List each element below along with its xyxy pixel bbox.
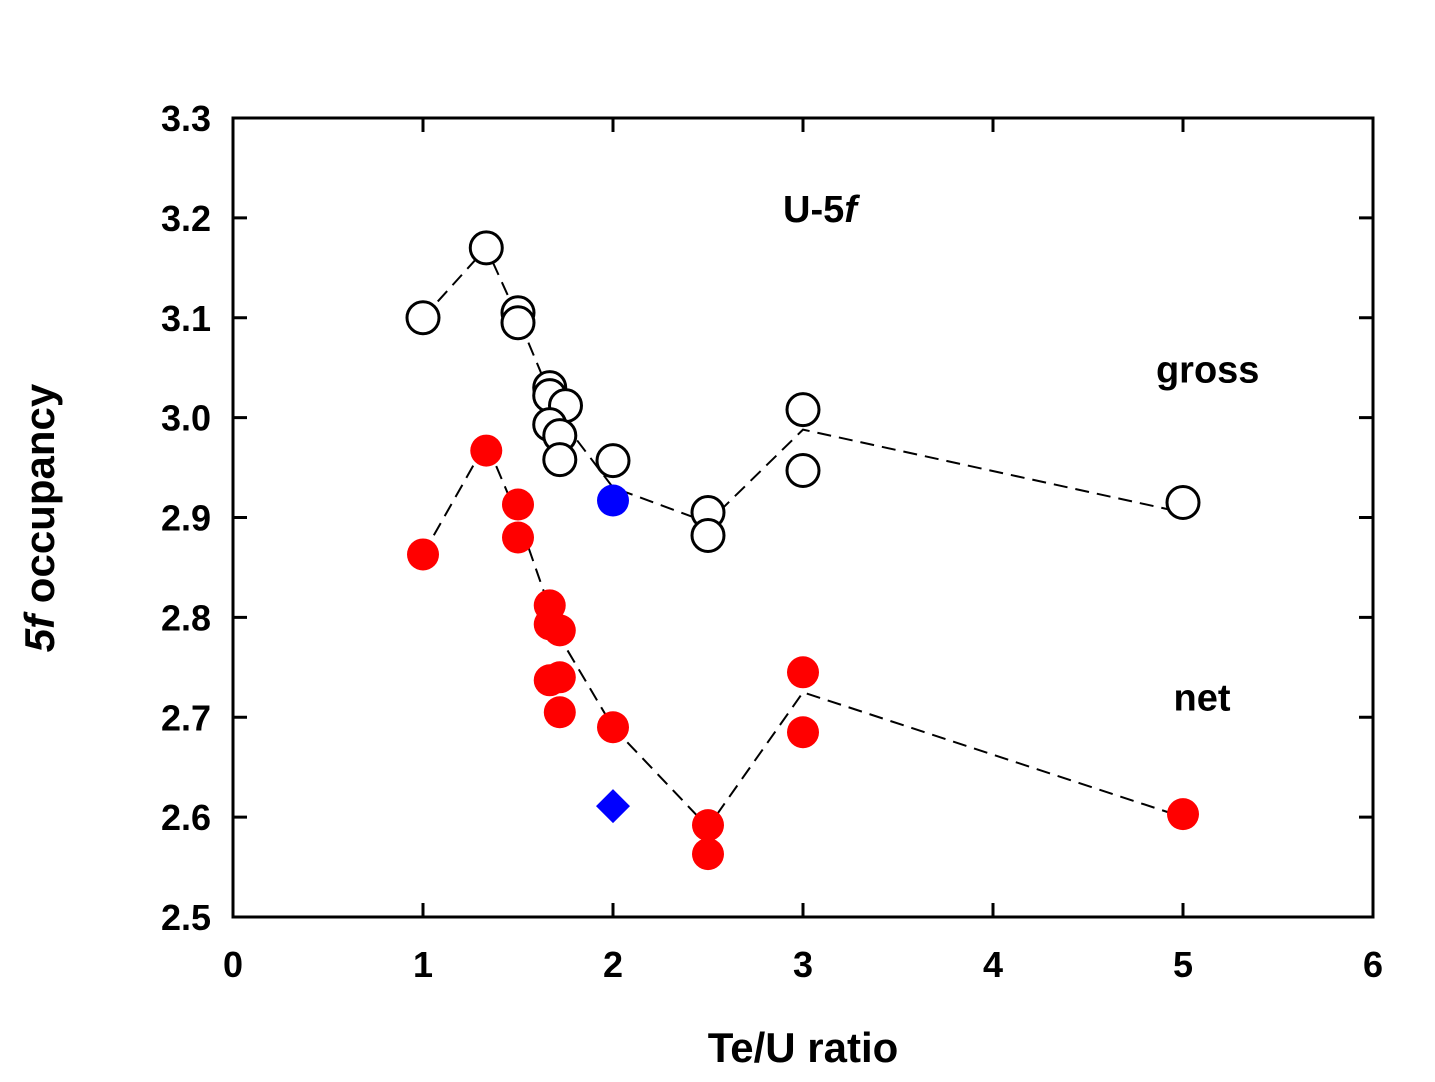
y-tick-label: 2.8 — [161, 597, 211, 638]
data-markers — [405, 230, 1201, 871]
net-point — [543, 614, 576, 647]
x-tick-label: 6 — [1363, 944, 1383, 985]
gross-point — [542, 442, 578, 478]
x-tick-label: 0 — [223, 944, 243, 985]
series-label-net: net — [1174, 677, 1231, 719]
net-point — [787, 656, 819, 689]
net-point — [787, 716, 819, 749]
net-point — [597, 711, 629, 744]
series-label-gross: gross — [1156, 350, 1259, 392]
y-tick-label: 2.6 — [161, 797, 211, 838]
gross-point — [468, 230, 504, 266]
x-tick-label: 1 — [413, 944, 433, 985]
tick-labels: 0 1 2 3 4 5 6 2.5 2.6 2.7 2.8 2.9 3.0 3.1 3.2 3.3 — [161, 98, 1383, 985]
series-labels: gross net — [1156, 350, 1259, 720]
net-point — [1167, 798, 1199, 831]
net-point — [543, 661, 576, 694]
axis-ticks — [231, 116, 1375, 919]
gross-point — [1165, 485, 1201, 521]
gross-point — [690, 517, 726, 553]
y-tick-label: 2.5 — [161, 897, 211, 938]
x-tick-label: 2 — [603, 944, 623, 985]
x-tick-label: 3 — [793, 944, 813, 985]
gross-point — [785, 453, 821, 489]
net-point — [407, 538, 439, 571]
y-tick-label: 3.2 — [161, 198, 211, 239]
y-tick-label: 2.7 — [161, 697, 211, 738]
net-point — [502, 488, 534, 521]
chart-annotation: U-5f — [783, 189, 860, 231]
trend-line-gross — [422, 246, 1184, 524]
series-3-diamond-point — [596, 789, 630, 824]
y-tick-label: 3.0 — [161, 398, 211, 439]
net-point — [470, 434, 503, 467]
y-tick-label: 3.3 — [161, 98, 211, 139]
plot-frame — [231, 116, 1375, 919]
gross-point — [500, 305, 536, 341]
x-axis-title: Te/U ratio — [708, 1024, 899, 1071]
net-point — [502, 521, 534, 554]
net-point — [692, 838, 724, 871]
y-tick-label: 3.1 — [161, 298, 211, 339]
gross-point — [785, 392, 821, 428]
y-axis-title: 5f occupancy — [16, 383, 63, 652]
trend-line-net — [422, 440, 1184, 829]
gross-point — [405, 300, 441, 336]
net-point — [692, 809, 724, 842]
x-tick-label: 5 — [1173, 944, 1193, 985]
y-tick-label: 2.9 — [161, 498, 211, 539]
series-2-point — [597, 484, 629, 517]
gross-point — [595, 443, 631, 479]
net-point — [543, 696, 576, 729]
x-tick-label: 4 — [983, 944, 1003, 985]
